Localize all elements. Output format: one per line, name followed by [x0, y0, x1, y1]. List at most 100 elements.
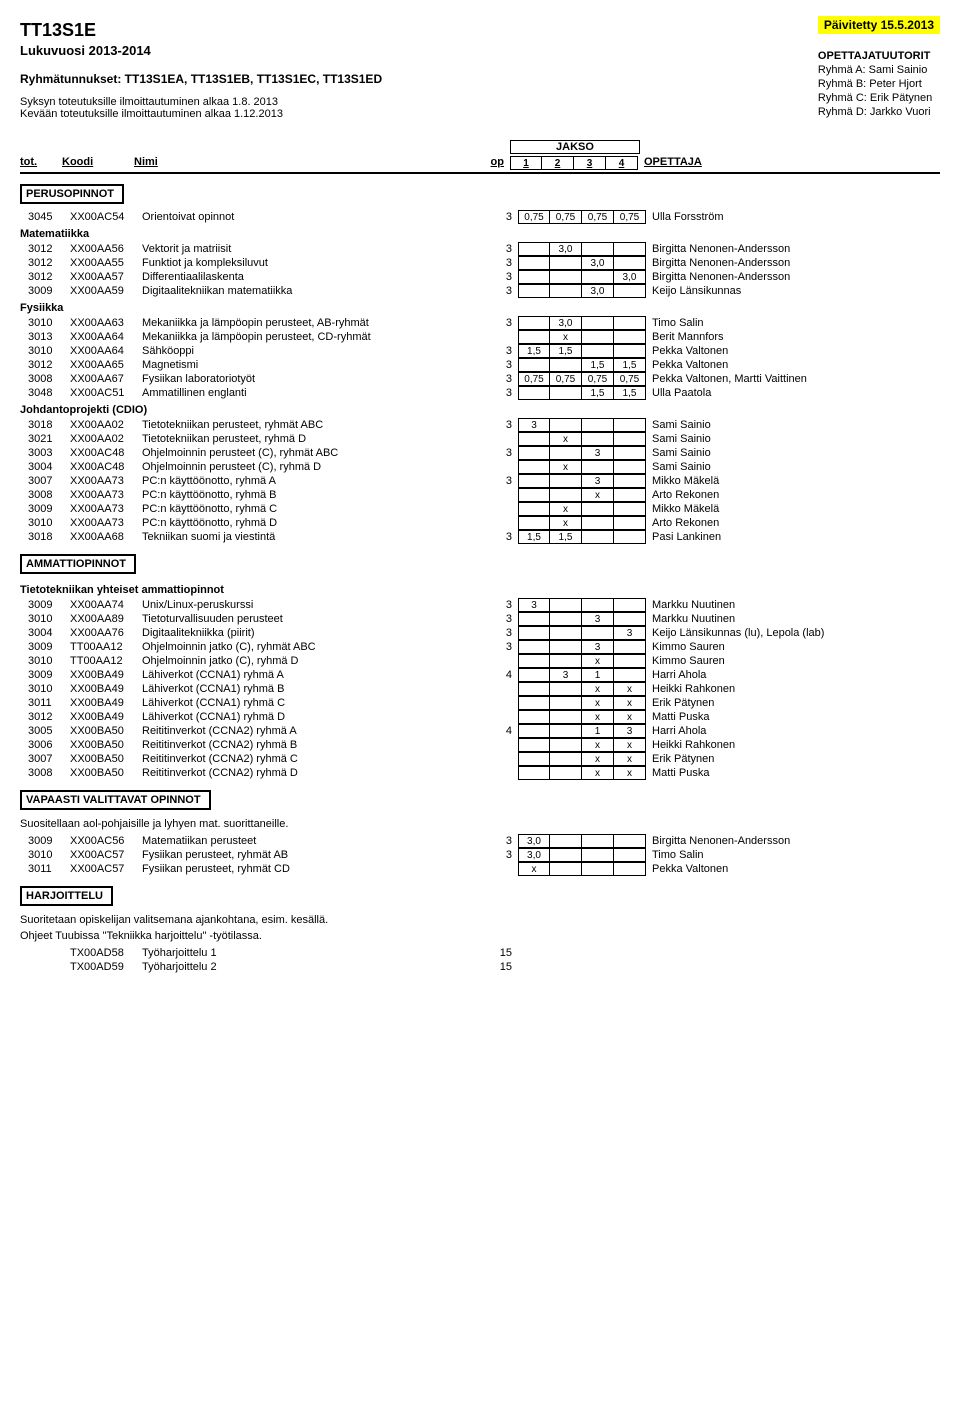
cell-op: 15 [482, 946, 518, 960]
table-row: 3018XX00AA02Tietotekniikan perusteet, ry… [20, 418, 940, 432]
cell-jakso [518, 474, 550, 488]
cell-teacher: Timo Salin [646, 316, 922, 330]
cell-jakso [518, 256, 550, 270]
cell-teacher: Birgitta Nenonen-Andersson [646, 242, 922, 256]
cell-nimi: Lähiverkot (CCNA1) ryhmä B [142, 682, 482, 696]
cell-tot: 3005 [20, 724, 70, 738]
cell-tot: 3009 [20, 598, 70, 612]
cell-teacher: Pekka Valtonen [646, 358, 922, 372]
cell-op: 3 [482, 640, 518, 654]
cell-nimi: Digitaalitekniikan matematiikka [142, 284, 482, 298]
tutor-d: Ryhmä D: Jarkko Vuori [818, 106, 940, 118]
cell-jakso [614, 598, 646, 612]
cell-teacher: Erik Pätynen [646, 752, 922, 766]
cell-jakso [518, 682, 550, 696]
col-j2: 2 [542, 156, 574, 170]
cell-teacher: Matti Puska [646, 766, 922, 780]
cell-jakso [550, 724, 582, 738]
cell-jakso [518, 654, 550, 668]
cell-jakso [614, 640, 646, 654]
cell-tot: 3012 [20, 358, 70, 372]
cell-nimi: Ohjelmoinnin jatko (C), ryhmä D [142, 654, 482, 668]
autumn-note: Syksyn toteutuksille ilmoittautuminen al… [20, 96, 382, 108]
cell-tot: 3010 [20, 654, 70, 668]
cell-koodi: XX00AA63 [70, 316, 142, 330]
cell-tot: 3007 [20, 474, 70, 488]
cell-jakso [582, 418, 614, 432]
cell-jakso: x [582, 752, 614, 766]
cell-koodi: XX00AA73 [70, 516, 142, 530]
cell-teacher: Matti Puska [646, 710, 922, 724]
table-row: 3012XX00BA49Lähiverkot (CCNA1) ryhmä Dxx… [20, 710, 940, 724]
cell-koodi: XX00AC57 [70, 848, 142, 862]
cell-jakso [518, 668, 550, 682]
cell-koodi: XX00AC54 [70, 210, 142, 224]
cell-jakso: 3,0 [582, 256, 614, 270]
cell-jakso [550, 738, 582, 752]
cell-nimi: Lähiverkot (CCNA1) ryhmä D [142, 710, 482, 724]
cell-jakso [550, 710, 582, 724]
cell-jakso: x [550, 330, 582, 344]
section-note: Ohjeet Tuubissa "Tekniikka harjoittelu" … [20, 930, 940, 942]
cell-op [482, 862, 518, 876]
title-main: TT13S1E [20, 20, 382, 41]
cell-jakso: 3 [614, 626, 646, 640]
cell-jakso [550, 270, 582, 284]
table-row: 3006XX00BA50Reititinverkot (CCNA2) ryhmä… [20, 738, 940, 752]
section-note: Suoritetaan opiskelijan valitsemana ajan… [20, 914, 940, 926]
cell-op: 3 [482, 834, 518, 848]
cell-op: 4 [482, 724, 518, 738]
table-row: 3010XX00AA89Tietoturvallisuuden perustee… [20, 612, 940, 626]
cell-jakso [518, 358, 550, 372]
cell-koodi: XX00AA57 [70, 270, 142, 284]
cell-nimi: Tietoturvallisuuden perusteet [142, 612, 482, 626]
cell-teacher: Mikko Mäkelä [646, 502, 922, 516]
cell-nimi: Tietotekniikan perusteet, ryhmä D [142, 432, 482, 446]
cell-teacher: Mikko Mäkelä [646, 474, 922, 488]
cell-nimi: Fysiikan laboratoriotyöt [142, 372, 482, 386]
cell-jakso [518, 284, 550, 298]
cell-jakso [550, 474, 582, 488]
col-koodi: Koodi [62, 156, 134, 170]
cell-koodi: XX00BA50 [70, 766, 142, 780]
cell-jakso: 1 [582, 724, 614, 738]
col-j1: 1 [510, 156, 542, 170]
cell-jakso: 3 [582, 640, 614, 654]
cell-jakso [518, 446, 550, 460]
cell-jakso [518, 696, 550, 710]
cell-jakso: x [550, 516, 582, 530]
cell-jakso [550, 696, 582, 710]
table-row: 3008XX00AA73PC:n käyttöönotto, ryhmä BxA… [20, 488, 940, 502]
cell-koodi: XX00AA59 [70, 284, 142, 298]
cell-jakso [614, 488, 646, 502]
cell-koodi: TX00AD58 [70, 946, 142, 960]
cell-op [482, 738, 518, 752]
table-row: 3004XX00AC48Ohjelmoinnin perusteet (C), … [20, 460, 940, 474]
cell-jakso [518, 752, 550, 766]
cell-jakso [550, 598, 582, 612]
cell-jakso: x [582, 738, 614, 752]
table-row: 3004XX00AA76Digitaalitekniikka (piirit)3… [20, 626, 940, 640]
tutors-title: OPETTAJATUUTORIT [818, 50, 940, 62]
cell-nimi: Vektorit ja matriisit [142, 242, 482, 256]
updated-badge: Päivitetty 15.5.2013 [818, 16, 940, 34]
cell-jakso [614, 862, 646, 876]
cell-jakso [550, 612, 582, 626]
cell-jakso [518, 386, 550, 400]
cell-jakso: 3,0 [550, 316, 582, 330]
cell-nimi: Ammatillinen englanti [142, 386, 482, 400]
cell-jakso [550, 766, 582, 780]
cell-nimi: Tietotekniikan perusteet, ryhmät ABC [142, 418, 482, 432]
cell-teacher: Kimmo Sauren [646, 654, 922, 668]
tutor-a: Ryhmä A: Sami Sainio [818, 64, 940, 76]
column-headers: tot. Koodi Nimi op 1 2 3 4 OPETTAJA [20, 156, 940, 174]
cell-jakso [518, 766, 550, 780]
cell-jakso: 3,0 [614, 270, 646, 284]
cell-tot: 3011 [20, 862, 70, 876]
cell-tot: 3009 [20, 668, 70, 682]
table-row: 3003XX00AC48Ohjelmoinnin perusteet (C), … [20, 446, 940, 460]
cell-koodi: TX00AD59 [70, 960, 142, 974]
cell-op [482, 488, 518, 502]
cell-jakso [550, 654, 582, 668]
table-row: 3010XX00AA73PC:n käyttöönotto, ryhmä DxA… [20, 516, 940, 530]
